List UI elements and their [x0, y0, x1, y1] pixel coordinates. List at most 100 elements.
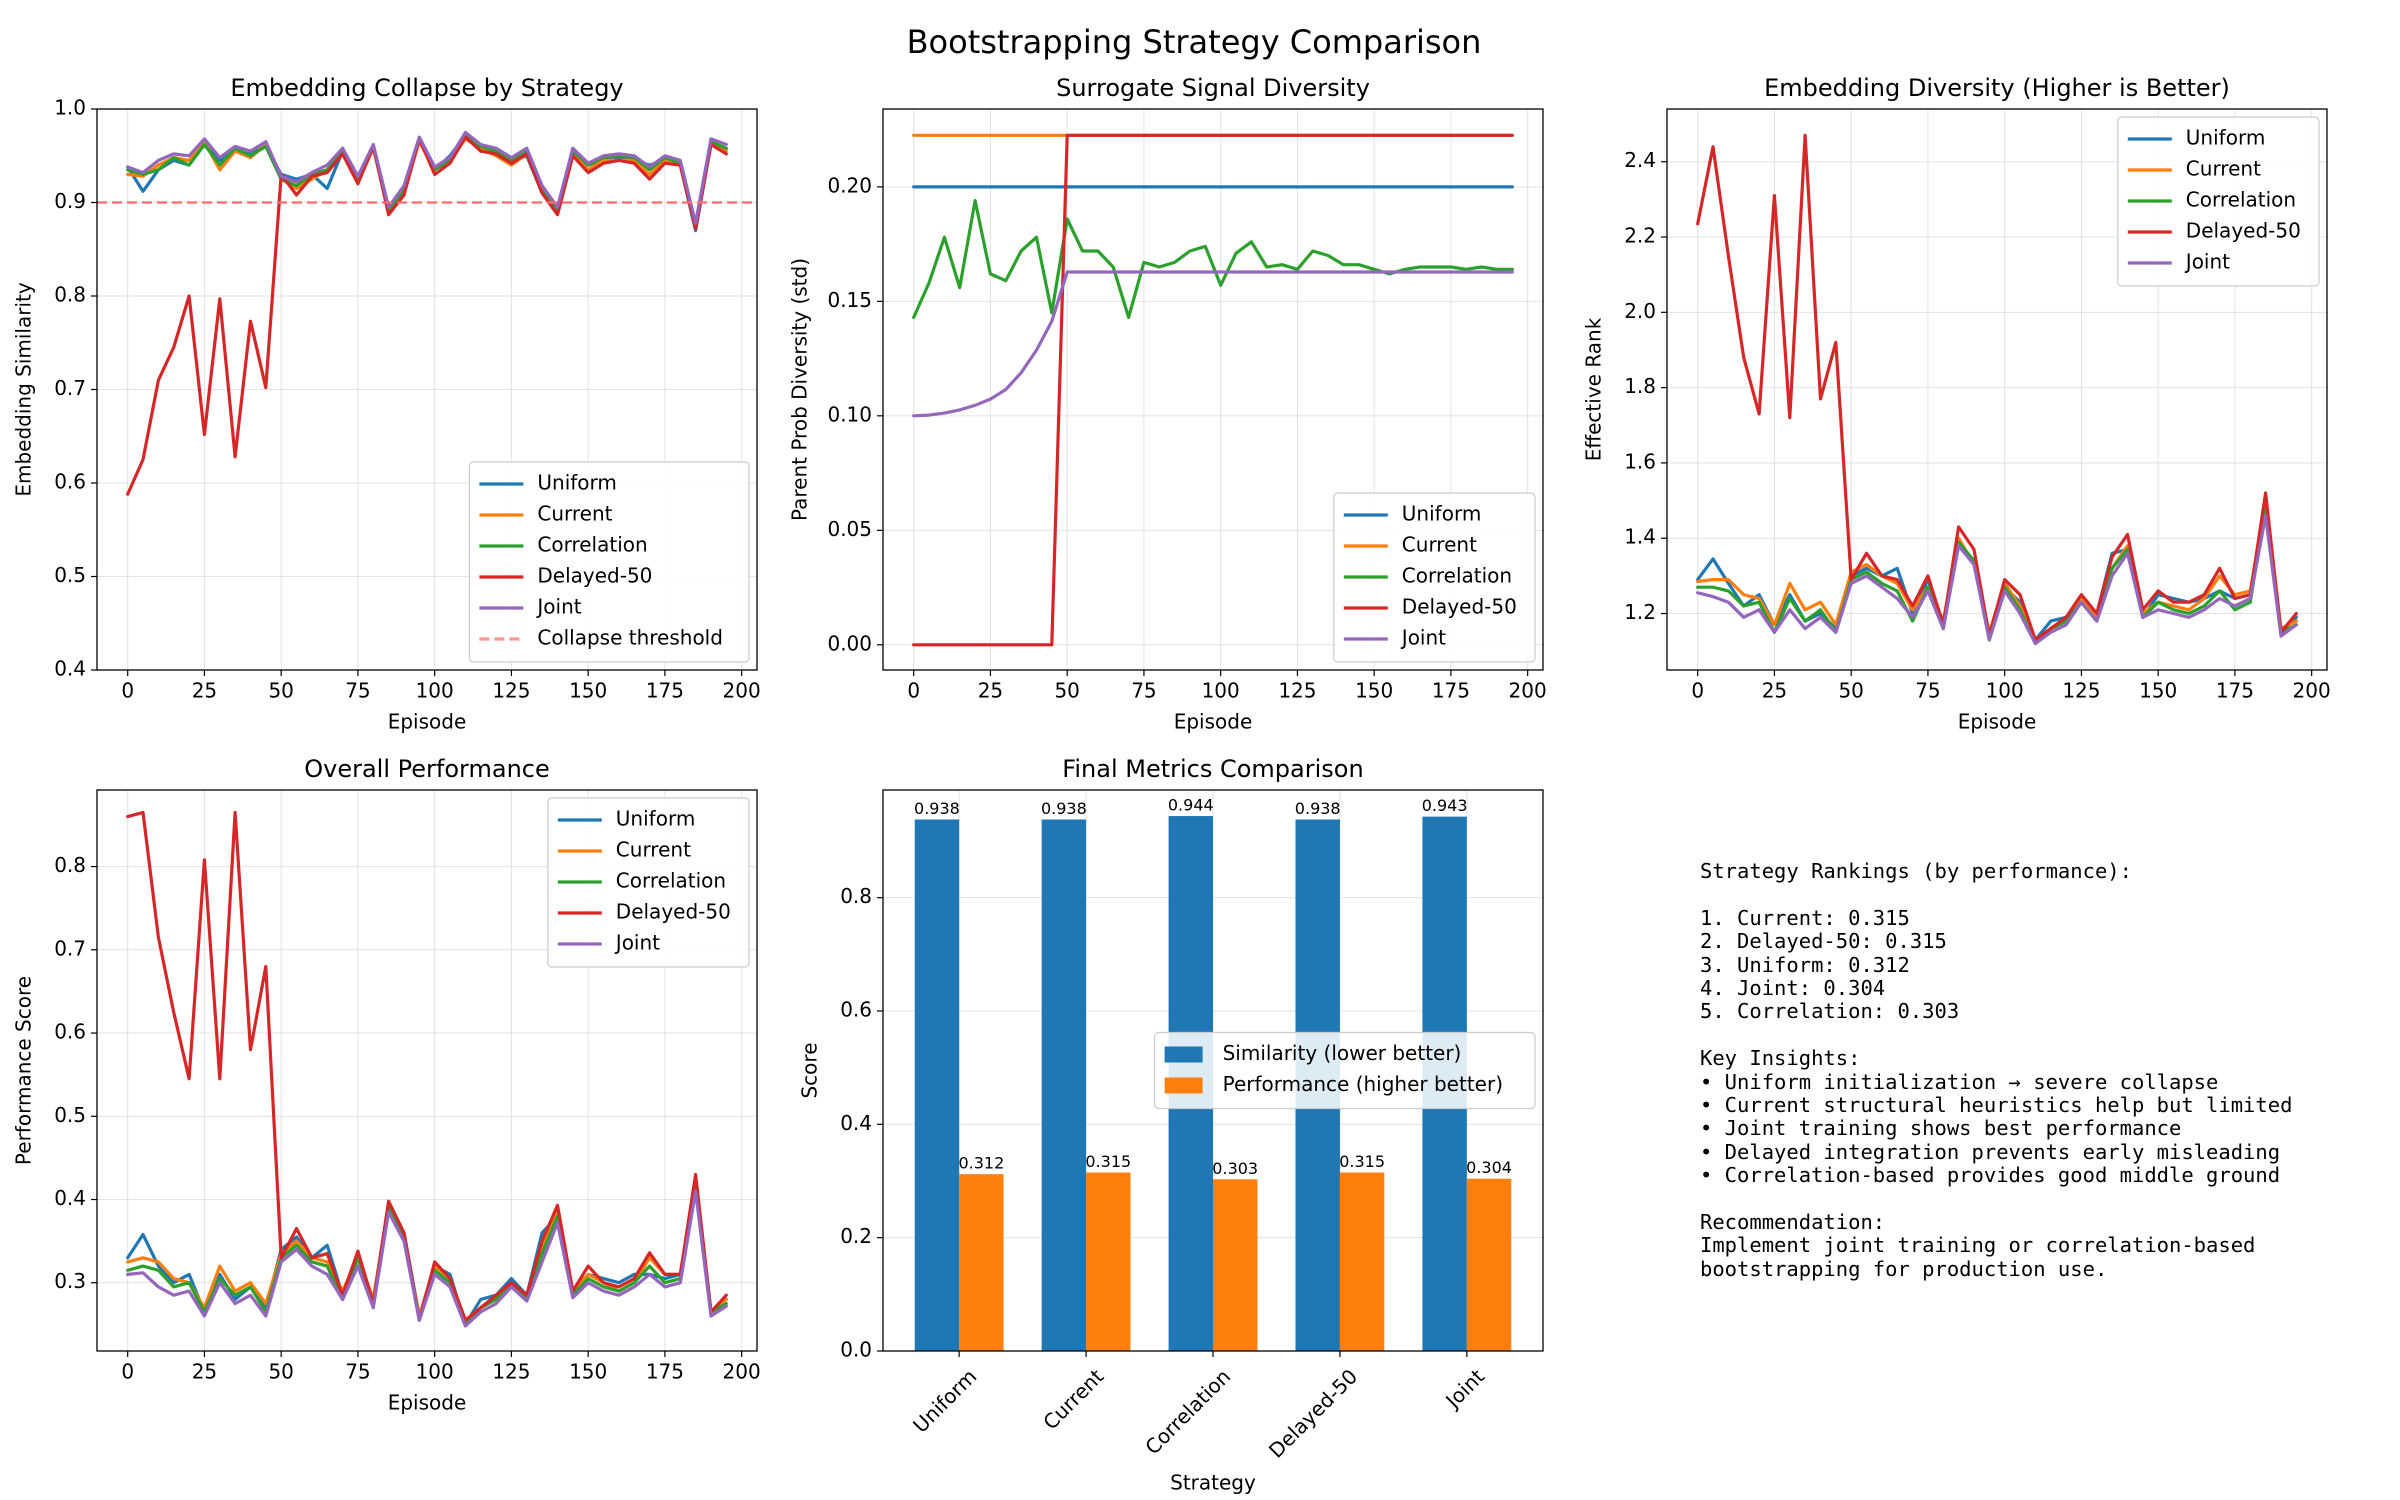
plot-frame [96, 789, 758, 1352]
bar-value-label: 0.304 [1466, 1158, 1512, 1177]
legend-label-uniform: Uniform [537, 471, 617, 495]
legend-label-current: Current [537, 502, 612, 526]
y-axis-label: Effective Rank [1582, 317, 1606, 461]
insight-line: Key Insights: [1700, 1046, 1861, 1071]
bar-similarity-current [1041, 819, 1087, 1351]
insight-line: bootstrapping for production use. [1700, 1256, 2108, 1281]
plot-area [97, 130, 757, 496]
chart-title: Overall Performance [304, 755, 549, 783]
plot-frame [882, 108, 1544, 671]
bar-value-label: 0.943 [1422, 796, 1468, 815]
y-tick-label: 0.05 [827, 517, 872, 541]
x-tick-label: 100 [416, 679, 454, 703]
bar-value-label: 0.938 [1041, 799, 1087, 818]
x-tick-label: Current [1038, 1364, 1108, 1434]
legend-swatch-similarity-lower-better [1164, 1046, 1203, 1063]
y-tick-label: 0.7 [54, 936, 86, 960]
series-line-delayed-50 [126, 810, 728, 1322]
chart-title: Embedding Diversity (Higher is Better) [1764, 74, 2230, 102]
y-tick-label: 1.2 [1624, 600, 1656, 624]
legend: Uniform Current Correlation Delayed-50 Joint [2117, 116, 2320, 287]
bar-value-label: 0.938 [914, 799, 960, 818]
bar-performance-joint [1466, 1178, 1512, 1351]
x-tick-label: 0 [121, 1360, 134, 1384]
y-tick-label: 0.6 [54, 470, 86, 494]
figure-title: Bootstrapping Strategy Comparison [907, 23, 1482, 61]
plot-area [1696, 133, 2298, 646]
series-line-delayed-50 [126, 135, 728, 496]
y-tick-label: 0.5 [54, 1103, 86, 1127]
x-tick-label: 50 [268, 1360, 293, 1384]
legend-frame [1333, 492, 1536, 663]
legend-label-uniform: Uniform [616, 807, 696, 831]
x-tick-label: 50 [268, 679, 293, 703]
y-tick-label: 0.9 [54, 189, 86, 213]
chart-title: Surrogate Signal Diversity [1056, 74, 1370, 102]
legend-frame [2117, 116, 2320, 287]
legend-label-current: Current [2186, 157, 2261, 181]
x-tick-label: 150 [1355, 679, 1393, 703]
y-tick-label: 0.8 [840, 884, 872, 908]
bar-value-label: 0.315 [1085, 1152, 1131, 1171]
x-tick-label: 75 [1915, 679, 1940, 703]
series-line-joint [126, 1189, 728, 1328]
legend: Uniform Current Correlation Delayed-50 Joint [1333, 492, 1536, 663]
legend-label-current: Current [616, 838, 691, 862]
x-tick-label: 100 [1202, 679, 1240, 703]
chart-surrogate-signal-diversity: 0 25 50 75 100 125 150 175 200 0.00 0.05 0.10 0.15 0.… [788, 74, 1547, 734]
legend-label-correlation: Correlation [2186, 188, 2296, 212]
legend-label-correlation: Correlation [537, 533, 647, 557]
bar-performance-correlation [1213, 1179, 1258, 1351]
y-tick-label: 1.6 [1624, 449, 1656, 473]
y-tick-label: 0.8 [54, 853, 86, 877]
x-tick-label: 200 [2293, 679, 2331, 703]
plot-area [912, 133, 1514, 647]
insight-line: • Joint training shows best performance [1700, 1116, 2182, 1141]
insight-line: • Uniform initialization → severe collap… [1700, 1069, 2219, 1094]
plot-area [126, 810, 728, 1328]
plot-frame [1666, 108, 2328, 671]
y-tick-label: 0.2 [840, 1224, 872, 1248]
legend: Similarity (lower better) Performance (hi… [1153, 1031, 1536, 1110]
y-tick-label: 2.2 [1624, 224, 1656, 248]
legend-label-joint: Joint [1400, 626, 1446, 650]
insight-line [1700, 1188, 2360, 1211]
y-tick-label: 0.5 [54, 563, 86, 587]
bar-value-label: 0.312 [958, 1154, 1004, 1173]
y-axis-label: Parent Prob Diversity (std) [788, 258, 812, 521]
insight-line: • Current structural heuristics help but… [1700, 1093, 2293, 1118]
x-tick-label: 150 [569, 679, 607, 703]
insight-line [1700, 1024, 2360, 1047]
x-tick-label: 125 [1278, 679, 1316, 703]
x-tick-label: 25 [192, 1360, 217, 1384]
x-tick-label: 75 [345, 1360, 370, 1384]
legend-frame [468, 461, 750, 663]
insight-line: Strategy Rankings (by performance): [1700, 859, 2132, 883]
legend-swatch-performance-higher-better [1164, 1077, 1203, 1094]
x-tick-label: 175 [2216, 679, 2254, 703]
insight-line: Recommendation: [1700, 1210, 1886, 1235]
y-tick-label: 0.4 [840, 1111, 872, 1135]
series-line-correlation [1696, 502, 2298, 646]
bar-similarity-uniform [914, 819, 960, 1351]
series-line-joint [126, 130, 728, 225]
y-tick-label: 1.4 [1624, 525, 1656, 549]
insight-line: Implement joint training or correlation-… [1700, 1233, 2256, 1258]
y-tick-label: 0.7 [54, 376, 86, 400]
chart-title: Final Metrics Comparison [1062, 755, 1363, 783]
chart-final-metrics: 0.938 0.938 0.944 0.938 0.943 0.312 0.315 0.303… [798, 755, 1544, 1495]
chart-overall-performance: 0 25 50 75 100 125 150 175 200 0.3 0.4 0.5 0.6 0.7 0.8… [12, 755, 761, 1415]
x-tick-label: 175 [646, 1360, 684, 1384]
y-tick-label: 1.8 [1624, 374, 1656, 398]
x-tick-label: Correlation [1140, 1364, 1235, 1459]
bar-value-label: 0.938 [1295, 799, 1341, 818]
y-tick-label: 0.10 [827, 402, 872, 426]
legend: Uniform Current Correlation Delayed-50 Joint… [468, 461, 750, 663]
y-tick-label: 0.20 [827, 173, 872, 197]
x-tick-label: Joint [1439, 1364, 1489, 1414]
legend-label-joint: Joint [614, 931, 660, 955]
x-tick-label: 25 [1762, 679, 1787, 703]
y-tick-label: 0.4 [54, 657, 86, 681]
y-axis-label: Score [798, 1042, 822, 1098]
strategy-insights-text: Strategy Rankings (by performance): 1. Cu… [1700, 859, 2360, 1281]
